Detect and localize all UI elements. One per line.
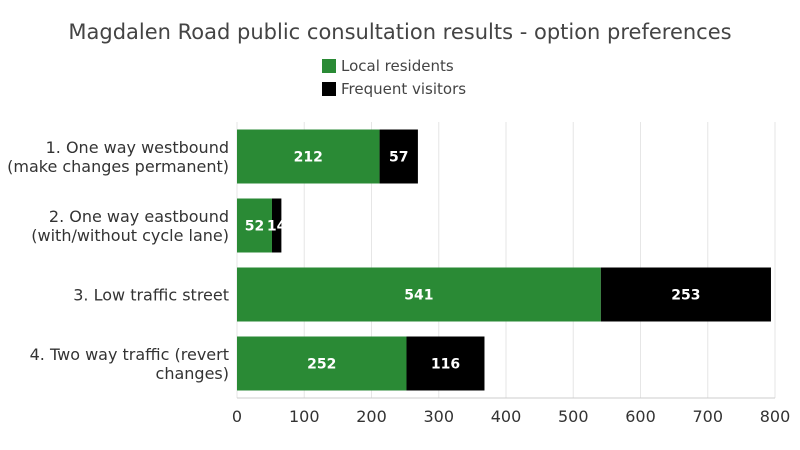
category-label-line: (with/without cycle lane): [31, 226, 229, 245]
legend-item-frequent-visitors: Frequent visitors: [322, 77, 466, 100]
x-tick-label: 400: [491, 407, 522, 426]
bar-segment: [237, 129, 380, 184]
category-label-line: 4. Two way traffic (revert: [30, 345, 229, 364]
category-label-line: 1. One way westbound: [46, 138, 229, 157]
bar-segment: [237, 198, 272, 253]
data-label: 253: [671, 288, 700, 304]
bar-segment: [237, 336, 407, 391]
legend-item-local-residents: Local residents: [322, 54, 466, 77]
data-label: 541: [404, 288, 433, 304]
legend-label-local-residents: Local residents: [341, 56, 454, 75]
data-label: 52: [245, 219, 264, 235]
x-tick-label: 800: [760, 407, 791, 426]
x-tick-label: 300: [423, 407, 454, 426]
category-label-line: 3. Low traffic street: [73, 286, 229, 305]
legend-swatch-local-residents: [322, 58, 336, 73]
bar-segment: [379, 129, 418, 184]
category-label: 3. Low traffic street: [73, 286, 229, 305]
legend: Local residents Frequent visitors: [322, 54, 466, 100]
data-label: 116: [431, 357, 460, 373]
category-label-line: (make changes permanent): [7, 157, 229, 176]
data-label: 14: [267, 219, 287, 235]
category-label: 1. One way westbound (make changes perman…: [7, 138, 229, 176]
bar-segment: [600, 267, 771, 322]
data-label: 252: [307, 357, 336, 373]
data-label: 57: [389, 150, 408, 166]
category-label: 4. Two way traffic (revert changes): [30, 345, 229, 383]
bar-segment: [406, 336, 485, 391]
x-tick-label: 500: [558, 407, 589, 426]
x-tick-label: 700: [692, 407, 723, 426]
x-tick-label: 200: [356, 407, 387, 426]
category-label-line: changes): [156, 364, 229, 383]
category-label: 2. One way eastbound (with/without cycle …: [31, 207, 229, 245]
bar-segment: [271, 198, 282, 253]
data-label: 212: [294, 150, 323, 166]
x-tick-label: 600: [625, 407, 656, 426]
legend-label-frequent-visitors: Frequent visitors: [341, 79, 467, 98]
chart-title: Magdalen Road public consultation result…: [68, 20, 732, 44]
legend-swatch-frequent-visitors: [322, 81, 336, 96]
bar-segment: [237, 267, 601, 322]
x-tick-label: 0: [232, 407, 242, 426]
category-label-line: 2. One way eastbound: [49, 207, 229, 226]
x-tick-label: 100: [289, 407, 320, 426]
